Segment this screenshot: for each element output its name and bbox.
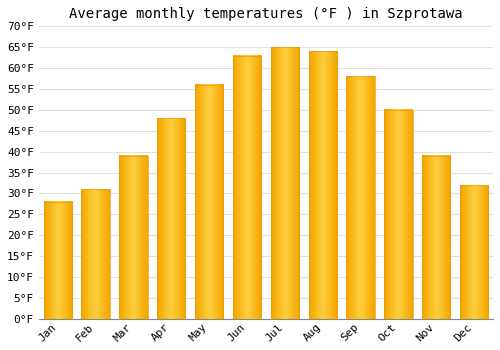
Bar <box>82 189 110 319</box>
Bar <box>422 156 450 319</box>
Bar <box>44 202 72 319</box>
Bar <box>195 85 224 319</box>
Bar <box>384 110 412 319</box>
Bar <box>233 56 261 319</box>
Title: Average monthly temperatures (°F ) in Szprotawa: Average monthly temperatures (°F ) in Sz… <box>69 7 462 21</box>
Bar <box>270 47 299 319</box>
Bar <box>460 185 488 319</box>
Bar <box>346 76 375 319</box>
Bar <box>119 156 148 319</box>
Bar <box>157 118 186 319</box>
Bar <box>308 51 337 319</box>
